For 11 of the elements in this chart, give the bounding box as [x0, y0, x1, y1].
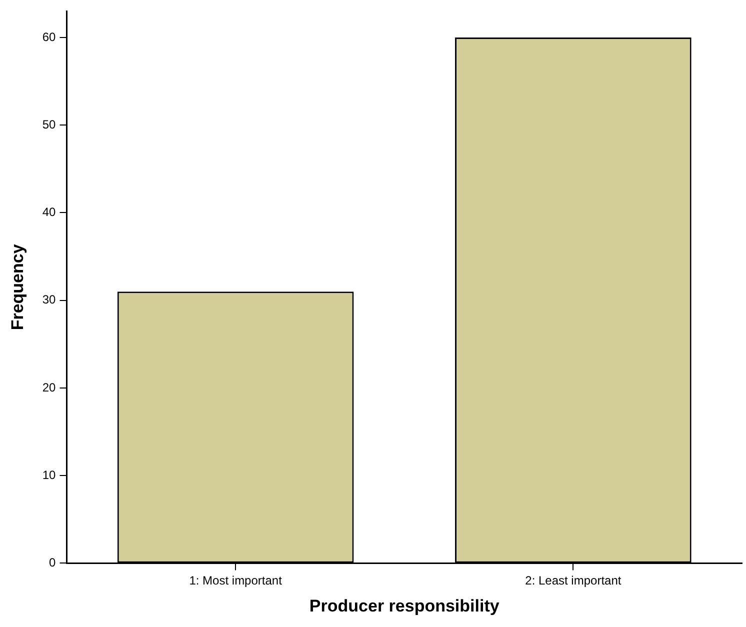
- y-tick-label: 20: [42, 380, 56, 394]
- y-axis-title: Frequency: [8, 244, 27, 330]
- y-tick-label: 0: [49, 556, 56, 570]
- x-tick-label: 2: Least important: [525, 574, 622, 588]
- y-tick-label: 60: [42, 30, 56, 44]
- x-axis-title: Producer responsibility: [309, 596, 500, 616]
- y-tick-label: 50: [42, 117, 56, 132]
- x-tick-label: 1: Most important: [189, 574, 283, 588]
- y-tick-label: 10: [42, 468, 56, 482]
- y-tick-label: 40: [42, 205, 56, 220]
- y-tick-label: 30: [42, 292, 56, 307]
